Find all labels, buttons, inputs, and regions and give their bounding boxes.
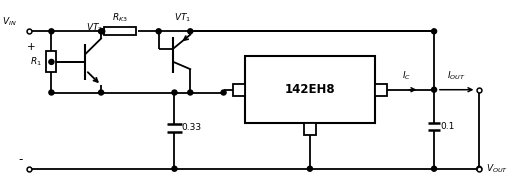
Circle shape bbox=[100, 29, 105, 34]
Circle shape bbox=[98, 29, 104, 34]
Circle shape bbox=[188, 90, 193, 95]
Text: $V_{OUT}$: $V_{OUT}$ bbox=[486, 162, 508, 175]
Text: 2: 2 bbox=[379, 85, 383, 94]
Text: 0.1: 0.1 bbox=[441, 122, 455, 131]
Text: $VT_2$: $VT_2$ bbox=[86, 22, 104, 34]
Text: +: + bbox=[27, 42, 35, 52]
Bar bbox=[46, 51, 56, 73]
Text: $I_C$: $I_C$ bbox=[402, 70, 411, 83]
Circle shape bbox=[188, 29, 193, 34]
Text: -: - bbox=[18, 153, 23, 166]
Circle shape bbox=[172, 166, 177, 171]
Circle shape bbox=[431, 87, 437, 92]
Text: 3: 3 bbox=[307, 125, 312, 134]
Circle shape bbox=[221, 90, 226, 95]
Circle shape bbox=[307, 166, 312, 171]
Bar bbox=[104, 27, 136, 36]
Circle shape bbox=[49, 29, 54, 34]
Text: $R_1$: $R_1$ bbox=[30, 56, 42, 68]
Circle shape bbox=[156, 29, 161, 34]
Circle shape bbox=[431, 166, 437, 171]
Bar bbox=[232, 84, 245, 96]
Circle shape bbox=[98, 90, 104, 95]
Text: 0.33: 0.33 bbox=[182, 123, 202, 132]
Bar bbox=[304, 123, 316, 135]
Bar bbox=[375, 84, 387, 96]
Text: $R_{K3}$: $R_{K3}$ bbox=[112, 11, 128, 23]
Text: 1: 1 bbox=[236, 85, 241, 94]
Circle shape bbox=[49, 90, 54, 95]
Text: $I_{OUT}$: $I_{OUT}$ bbox=[447, 70, 466, 83]
Circle shape bbox=[172, 90, 177, 95]
Circle shape bbox=[49, 59, 54, 64]
Text: 142EH8: 142EH8 bbox=[285, 83, 335, 96]
Text: $VT_1$: $VT_1$ bbox=[174, 11, 192, 23]
Circle shape bbox=[431, 29, 437, 34]
Bar bbox=[245, 56, 375, 123]
Text: $V_{IN}$: $V_{IN}$ bbox=[2, 16, 16, 28]
Circle shape bbox=[477, 166, 482, 171]
